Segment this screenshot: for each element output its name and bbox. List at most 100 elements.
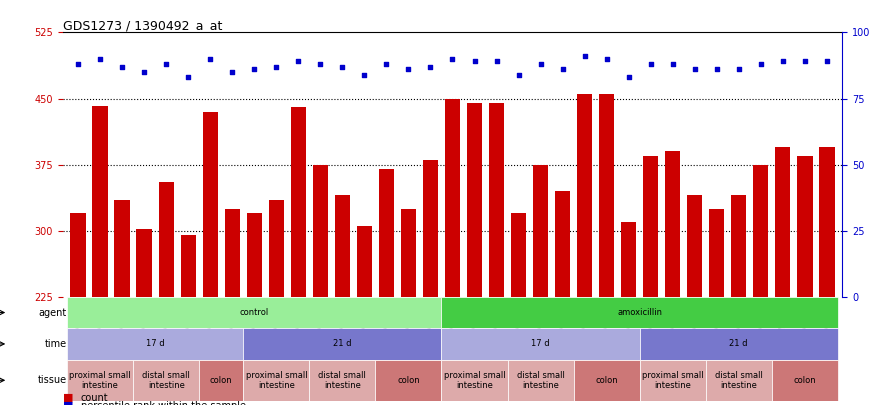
- FancyBboxPatch shape: [375, 360, 442, 401]
- Point: [512, 71, 526, 78]
- Point: [489, 58, 504, 65]
- Point: [754, 61, 768, 67]
- Point: [797, 58, 812, 65]
- Point: [291, 58, 306, 65]
- Bar: [290, 107, 306, 405]
- Text: colon: colon: [210, 376, 233, 385]
- Bar: [665, 151, 680, 405]
- FancyBboxPatch shape: [67, 360, 134, 401]
- FancyBboxPatch shape: [442, 328, 640, 360]
- Point: [820, 58, 834, 65]
- Point: [335, 64, 349, 70]
- Point: [687, 66, 702, 72]
- FancyBboxPatch shape: [706, 360, 771, 401]
- Bar: [115, 200, 130, 405]
- Text: GDS1273 / 1390492_a_at: GDS1273 / 1390492_a_at: [63, 19, 222, 32]
- FancyBboxPatch shape: [442, 360, 507, 401]
- Point: [423, 64, 437, 70]
- Text: proximal small
intestine: proximal small intestine: [246, 371, 307, 390]
- Point: [358, 71, 372, 78]
- Point: [599, 55, 614, 62]
- Text: distal small
intestine: distal small intestine: [318, 371, 366, 390]
- FancyBboxPatch shape: [134, 360, 199, 401]
- Point: [379, 61, 393, 67]
- Bar: [797, 156, 813, 405]
- Bar: [819, 147, 834, 405]
- Bar: [643, 156, 659, 405]
- Point: [269, 64, 283, 70]
- Point: [533, 61, 547, 67]
- Text: agent: agent: [39, 307, 67, 318]
- Text: count: count: [81, 393, 108, 403]
- Point: [556, 66, 570, 72]
- Point: [137, 69, 151, 75]
- Text: 21 d: 21 d: [333, 339, 351, 348]
- FancyBboxPatch shape: [507, 360, 573, 401]
- Point: [314, 61, 328, 67]
- FancyBboxPatch shape: [573, 360, 640, 401]
- Text: amoxicillin: amoxicillin: [617, 308, 662, 317]
- Bar: [511, 213, 526, 405]
- FancyBboxPatch shape: [771, 360, 838, 401]
- Bar: [687, 196, 702, 405]
- Bar: [423, 160, 438, 405]
- Point: [225, 69, 239, 75]
- Point: [71, 61, 85, 67]
- Point: [643, 61, 658, 67]
- Point: [468, 58, 482, 65]
- Bar: [202, 112, 218, 405]
- Bar: [577, 94, 592, 405]
- Text: colon: colon: [595, 376, 618, 385]
- FancyBboxPatch shape: [442, 297, 838, 328]
- Bar: [159, 182, 174, 405]
- Bar: [357, 226, 372, 405]
- Point: [445, 55, 460, 62]
- Bar: [335, 196, 350, 405]
- Text: 17 d: 17 d: [146, 339, 165, 348]
- Point: [159, 61, 174, 67]
- Text: colon: colon: [794, 376, 816, 385]
- Bar: [753, 164, 769, 405]
- Bar: [444, 98, 461, 405]
- Point: [731, 66, 745, 72]
- Bar: [775, 147, 790, 405]
- FancyBboxPatch shape: [640, 360, 706, 401]
- Point: [247, 66, 262, 72]
- Bar: [246, 213, 262, 405]
- Point: [115, 64, 129, 70]
- Bar: [731, 196, 746, 405]
- Point: [622, 74, 636, 81]
- Text: time: time: [45, 339, 67, 349]
- Bar: [136, 229, 152, 405]
- Text: colon: colon: [397, 376, 419, 385]
- Bar: [92, 106, 108, 405]
- Text: ■: ■: [63, 401, 73, 405]
- Point: [93, 55, 108, 62]
- Text: distal small
intestine: distal small intestine: [517, 371, 564, 390]
- Text: 17 d: 17 d: [531, 339, 550, 348]
- FancyBboxPatch shape: [309, 360, 375, 401]
- FancyBboxPatch shape: [67, 297, 442, 328]
- FancyBboxPatch shape: [67, 328, 244, 360]
- Text: proximal small
intestine: proximal small intestine: [69, 371, 131, 390]
- Point: [203, 55, 218, 62]
- Bar: [225, 209, 240, 405]
- Point: [401, 66, 416, 72]
- Bar: [313, 164, 328, 405]
- Point: [181, 74, 195, 81]
- Text: proximal small
intestine: proximal small intestine: [444, 371, 505, 390]
- Text: tissue: tissue: [38, 375, 67, 385]
- FancyBboxPatch shape: [244, 360, 309, 401]
- FancyBboxPatch shape: [199, 360, 244, 401]
- Bar: [599, 94, 615, 405]
- Point: [776, 58, 790, 65]
- Bar: [379, 169, 394, 405]
- Point: [710, 66, 724, 72]
- FancyBboxPatch shape: [244, 328, 442, 360]
- FancyBboxPatch shape: [640, 328, 838, 360]
- Bar: [71, 213, 86, 405]
- Text: percentile rank within the sample: percentile rank within the sample: [81, 401, 246, 405]
- Bar: [180, 235, 196, 405]
- Bar: [533, 164, 548, 405]
- Text: control: control: [239, 308, 269, 317]
